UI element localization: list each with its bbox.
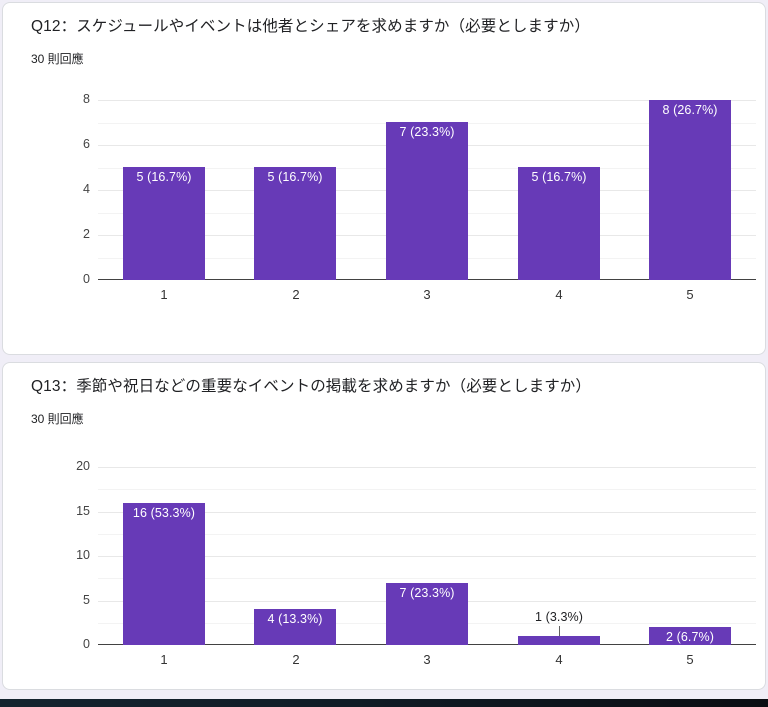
minor-gridline (98, 578, 756, 579)
y-axis-tick-label: 0 (83, 272, 90, 286)
bar[interactable] (518, 636, 600, 645)
bar-value-label: 4 (13.3%) (267, 612, 323, 626)
bar-chart-q12: 0 2 4 6 8 5 (16.7%) 1 5 (16.7%) 2 7 (23.3%) 3 5 (16… (83, 92, 756, 302)
y-axis-tick-label: 15 (76, 504, 90, 518)
bar[interactable] (518, 167, 600, 280)
bar-value-label: 1 (3.3%) (534, 610, 584, 624)
y-axis-tick-label: 8 (83, 92, 90, 106)
response-count: 30 則回應 (31, 412, 84, 426)
gridline (98, 512, 756, 513)
gridline (98, 467, 756, 468)
x-axis-category-label: 1 (160, 652, 168, 667)
question-title: Q12：スケジュールやイベントは他者とシェアを求めますか（必要としますか） (31, 18, 590, 35)
y-axis-tick-label: 6 (83, 137, 90, 151)
bar-value-label: 5 (16.7%) (267, 170, 323, 184)
y-axis-tick-label: 20 (76, 459, 90, 473)
question-title: Q13：季節や祝日などの重要なイベントの掲載を求めますか（必要としますか） (31, 378, 591, 395)
y-axis-tick-label: 2 (83, 227, 90, 241)
x-axis-category-label: 5 (686, 287, 694, 302)
bar[interactable] (386, 122, 468, 280)
y-axis-tick-label: 10 (76, 548, 90, 562)
y-axis-tick-label: 0 (83, 637, 90, 651)
bar[interactable] (123, 503, 205, 645)
question-result-card-q13: Q13：季節や祝日などの重要なイベントの掲載を求めますか（必要としますか） 30… (2, 362, 766, 690)
bar[interactable] (386, 583, 468, 645)
bar[interactable] (254, 167, 336, 280)
x-axis-category-label: 4 (555, 652, 563, 667)
bar[interactable] (649, 627, 731, 645)
label-leader-line (559, 626, 560, 636)
question-result-card-q12: Q12：スケジュールやイベントは他者とシェアを求めますか（必要としますか） 30… (2, 2, 766, 355)
bar-value-label: 5 (16.7%) (531, 170, 587, 184)
x-axis-category-label: 1 (160, 287, 168, 302)
bar-value-label: 7 (23.3%) (399, 586, 455, 600)
bar-value-label: 8 (26.7%) (662, 103, 718, 117)
gridline (98, 556, 756, 557)
x-axis-category-label: 3 (423, 287, 431, 302)
y-axis-tick-label: 5 (83, 593, 90, 607)
bar-value-label: 5 (16.7%) (136, 170, 192, 184)
bar[interactable] (649, 100, 731, 280)
minor-gridline (98, 534, 756, 535)
bar-chart-q13: 0 5 10 15 20 16 (53.3%) 1 4 (13.3%) 2 7 (23.3%) 3 1… (76, 459, 756, 667)
bar-value-label: 16 (53.3%) (132, 506, 196, 520)
bar[interactable] (123, 167, 205, 280)
minor-gridline (98, 489, 756, 490)
gridline (98, 100, 756, 101)
x-axis-category-label: 2 (292, 287, 300, 302)
x-axis-category-label: 4 (555, 287, 563, 302)
x-axis-category-label: 3 (423, 652, 431, 667)
bar-value-label: 7 (23.3%) (399, 125, 455, 139)
bar[interactable] (254, 609, 336, 645)
y-axis-tick-label: 4 (83, 182, 90, 196)
x-axis-category-label: 5 (686, 652, 694, 667)
bar-value-label: 2 (6.7%) (665, 630, 715, 644)
x-axis-category-label: 2 (292, 652, 300, 667)
response-count: 30 則回應 (31, 52, 84, 66)
taskbar-edge[interactable] (0, 699, 768, 707)
